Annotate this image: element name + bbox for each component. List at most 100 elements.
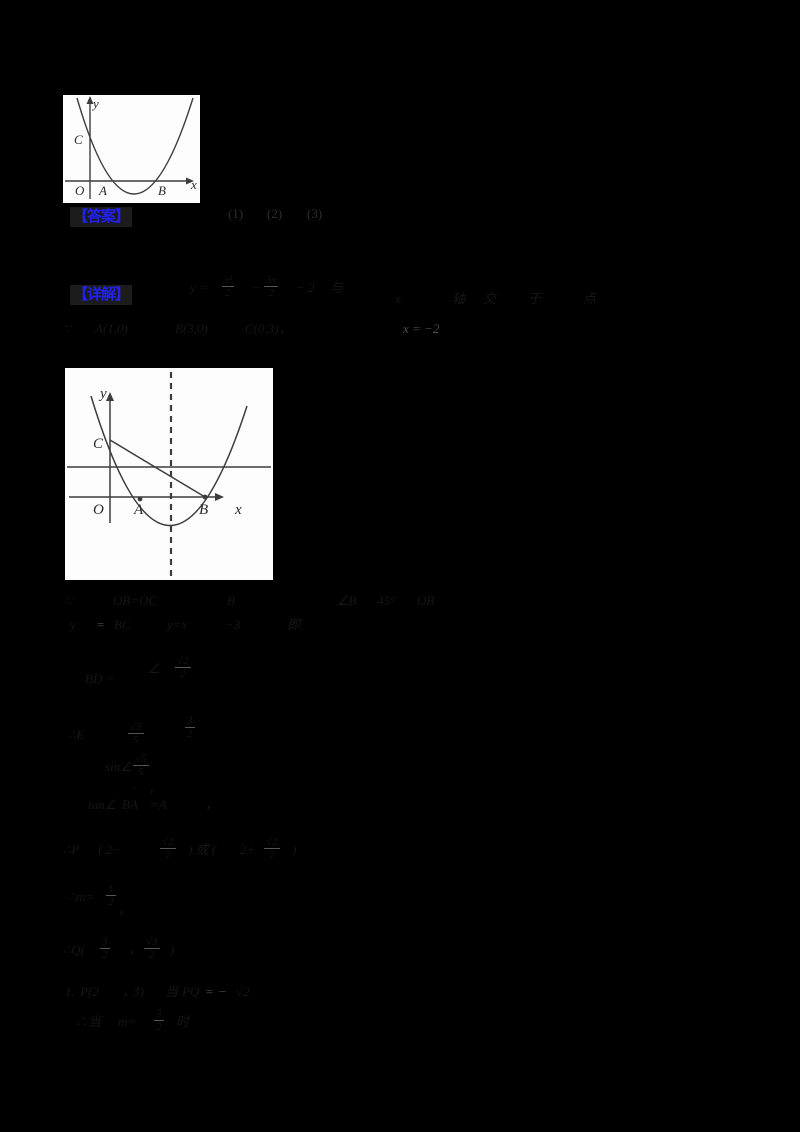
faint-fragment: = (205, 984, 214, 999)
point-dot-B (202, 494, 208, 500)
faint-fragment: =A (150, 797, 167, 812)
faint-fragment: 当 (165, 984, 179, 999)
faint-fragment: x (395, 291, 401, 306)
faint-fraction: √5 5 (128, 721, 144, 747)
faint-fragment: ∵ (65, 593, 74, 608)
parabola-diagram-2: y x O A B C (67, 372, 271, 577)
point-label-A: A (133, 502, 144, 518)
faint-fragment: m= (118, 1014, 137, 1029)
axis-label-x: x (234, 502, 242, 518)
faint-fragment: 轴 (452, 291, 466, 306)
axis-label-y: y (98, 386, 107, 402)
faint-fragment: 于 (528, 291, 542, 306)
point-label-B: B (158, 183, 166, 198)
faint-fragment: ∠B (337, 593, 357, 608)
detail-section-tag: 【详解】 (70, 285, 133, 305)
axis-label-x: x (190, 177, 197, 192)
faint-fraction: √2 2 (160, 836, 176, 862)
axis-label-y: y (91, 96, 99, 111)
faint-fragment: (1) (228, 206, 244, 221)
faint-fragment: √2 (236, 984, 250, 999)
faint-fragment: ) (292, 842, 297, 857)
faint-fragment: BC (114, 617, 131, 632)
faint-fragment: A(1,0) (95, 321, 128, 336)
figure-parabola-1: y x O A B C (63, 95, 200, 203)
faint-fraction: √3 2 (144, 936, 160, 962)
segment-CB (109, 439, 206, 498)
x-axis-arrow-icon (215, 493, 224, 501)
faint-fragment: ， (205, 797, 219, 812)
faint-fragment: 时 (176, 1014, 190, 1029)
faint-fragment: ， (128, 942, 142, 957)
faint-fragment: sin∠ (105, 759, 132, 774)
origin-label: O (93, 502, 104, 518)
faint-fragment: ∵ (63, 321, 72, 336)
faint-fragment: ， (122, 984, 136, 999)
faint-fragment: BA (122, 797, 138, 812)
faint-fragment: ) (170, 942, 175, 957)
faint-fragment: 与 (330, 280, 344, 295)
faint-fragment: PQ (182, 984, 200, 999)
origin-label: O (75, 183, 85, 198)
faint-fragment: ∴当 (75, 1014, 102, 1029)
faint-fragment: −3 (225, 617, 241, 632)
faint-fragment: ， (118, 902, 132, 917)
faint-fragment: ∴m= (68, 889, 95, 904)
faint-fragment: 即 (287, 617, 301, 632)
faint-fragment: OB=OC (113, 593, 158, 608)
faint-fragment: ∠ (148, 661, 160, 676)
faint-fragment: BD = (85, 671, 115, 686)
answer-section-tag: 【答案】 (70, 207, 133, 227)
figure-parabola-2: y x O A B C (65, 368, 273, 580)
y-axis-arrow-icon (106, 392, 114, 401)
faint-fraction: x² 2 (222, 274, 235, 300)
faint-fragment: ， (148, 781, 162, 796)
y-axis-arrow-icon (86, 96, 94, 104)
faint-fragment: (3) (307, 206, 323, 221)
point-dot-A (137, 496, 143, 502)
faint-fragment: P(2 (80, 984, 99, 999)
faint-fragment: C(0,3)， (245, 321, 292, 336)
faint-fragment: ( 2− (98, 842, 121, 857)
parabola-curve (76, 97, 194, 195)
faint-fragment: OB (417, 593, 435, 608)
x-axis-arrow-icon (186, 177, 194, 185)
faint-fragment: y=x (167, 617, 188, 632)
faint-fragment: tan∠ (88, 797, 117, 812)
faint-fragment: 交 (483, 291, 497, 306)
parabola-diagram-1: y x O A B C (65, 96, 197, 199)
faint-fragment: = (96, 617, 105, 632)
faint-fragment: (2) (267, 206, 283, 221)
faint-fragment: 45° (377, 593, 396, 608)
faint-fraction: √2 2 (264, 836, 280, 862)
point-label-C: C (74, 132, 83, 147)
faint-fragment: − (218, 984, 227, 999)
faint-fragment: 2+ (240, 842, 256, 857)
faint-fragment: 点 (583, 291, 597, 306)
parabola-curve (90, 395, 248, 527)
faint-fraction: √5 5 (133, 753, 149, 779)
faint-fragment: B(3,0) (175, 321, 208, 336)
faint-fragment: · (132, 781, 136, 796)
faint-fragment: y = (190, 280, 208, 295)
faint-fraction: 3x 2 (264, 274, 279, 300)
point-label-B: B (199, 502, 208, 518)
faint-fragment: B (227, 593, 235, 608)
faint-fragment: ∴Q( (63, 942, 85, 957)
faint-fragment: 3) (133, 984, 144, 999)
faint-fragment: 1. (65, 984, 75, 999)
faint-fragment: y (70, 617, 76, 632)
point-label-A: A (98, 183, 107, 198)
faint-fragment: x = −2 (403, 321, 440, 336)
faint-fragment: − 2 (296, 280, 315, 295)
faint-fraction: √2 2 (175, 655, 191, 681)
faint-fragment: ∴P (63, 842, 80, 857)
faint-fragment: − (252, 280, 261, 295)
faint-fragment: ∴E (68, 727, 85, 742)
point-label-C: C (93, 436, 104, 452)
